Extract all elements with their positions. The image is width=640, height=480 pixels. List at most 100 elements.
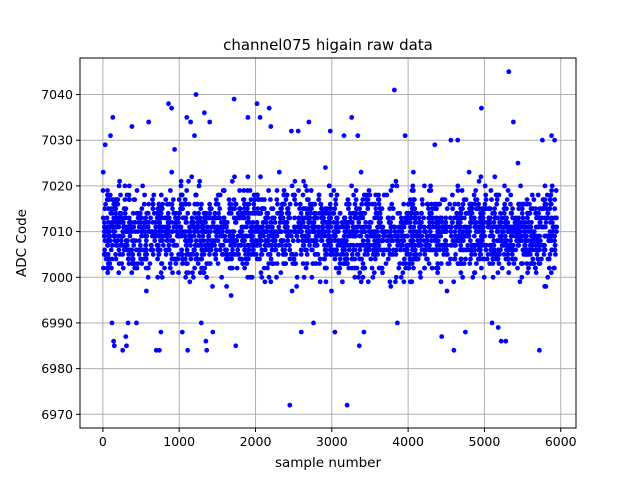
data-point	[178, 183, 184, 189]
data-point	[304, 188, 310, 193]
data-point	[473, 188, 479, 193]
data-point	[505, 188, 511, 193]
data-point-outlier	[537, 347, 542, 353]
data-point	[332, 206, 338, 212]
data-point	[543, 201, 549, 207]
data-point	[482, 242, 488, 248]
data-point	[344, 238, 349, 244]
data-point	[400, 261, 406, 266]
data-point	[433, 238, 438, 244]
data-point	[400, 270, 406, 276]
data-point	[456, 201, 461, 207]
data-point	[100, 215, 106, 221]
data-point	[539, 256, 544, 262]
data-point	[114, 224, 120, 230]
data-point	[547, 197, 553, 203]
data-point	[116, 215, 122, 221]
data-point	[124, 242, 130, 248]
data-point	[387, 220, 392, 225]
data-point	[501, 210, 507, 216]
data-point	[365, 279, 371, 285]
data-point	[304, 252, 310, 257]
data-point	[481, 274, 487, 280]
data-point	[134, 188, 140, 193]
data-point	[552, 197, 558, 203]
data-point	[139, 206, 145, 212]
data-point	[183, 220, 189, 225]
data-point	[344, 256, 350, 262]
data-point	[339, 224, 344, 230]
data-point	[491, 220, 497, 225]
data-point	[352, 256, 358, 262]
data-point	[166, 224, 172, 230]
x-tick-label: 4000	[392, 434, 424, 449]
data-point	[160, 242, 166, 248]
data-point	[368, 233, 374, 239]
data-point	[434, 224, 440, 230]
data-point	[504, 206, 509, 212]
data-point	[451, 279, 457, 285]
data-point	[212, 252, 217, 257]
data-point	[519, 206, 525, 212]
data-point	[480, 210, 486, 216]
data-point	[472, 252, 478, 257]
data-point	[461, 215, 467, 221]
data-point	[528, 206, 534, 212]
data-point-outlier	[311, 320, 316, 326]
data-point	[489, 197, 494, 203]
data-point	[386, 247, 391, 253]
data-point	[429, 201, 434, 207]
data-point	[525, 247, 530, 253]
data-point	[428, 188, 434, 193]
data-point	[278, 206, 284, 212]
data-point	[195, 261, 201, 266]
data-point	[328, 206, 333, 212]
data-point	[293, 252, 299, 257]
data-point	[412, 220, 418, 225]
data-point	[487, 242, 493, 248]
data-point	[240, 261, 246, 266]
data-point	[218, 229, 224, 235]
data-point	[455, 188, 461, 193]
data-point	[325, 220, 331, 225]
data-point	[515, 242, 521, 248]
data-point	[492, 206, 497, 212]
data-point	[357, 224, 363, 230]
data-point	[311, 215, 317, 221]
data-point	[162, 265, 167, 271]
data-point	[490, 261, 496, 266]
data-point-outlier	[102, 142, 108, 148]
data-point	[280, 215, 286, 221]
data-point	[205, 215, 211, 221]
data-point	[400, 220, 406, 225]
data-point-outlier	[451, 347, 457, 353]
data-point	[292, 215, 297, 221]
data-point	[348, 215, 353, 221]
data-point	[319, 215, 324, 221]
data-point	[250, 247, 256, 253]
data-point	[221, 215, 227, 221]
data-point	[238, 210, 244, 216]
data-point	[251, 201, 257, 207]
data-point	[405, 201, 411, 207]
data-point	[455, 183, 461, 189]
data-point	[217, 247, 223, 253]
data-point	[353, 188, 359, 193]
data-point	[298, 252, 304, 257]
data-point-outlier	[254, 101, 260, 107]
data-point	[174, 229, 180, 235]
data-point	[499, 265, 505, 271]
data-point	[219, 220, 225, 225]
data-point	[199, 247, 205, 253]
data-point	[544, 233, 550, 239]
data-point	[510, 242, 516, 248]
data-point	[112, 201, 118, 207]
data-point-outlier	[549, 133, 554, 139]
data-point	[120, 215, 126, 221]
data-point	[166, 242, 172, 248]
data-point	[156, 252, 162, 257]
data-point	[293, 201, 299, 207]
data-point	[139, 229, 144, 235]
data-point	[280, 201, 286, 207]
data-point	[514, 238, 520, 244]
